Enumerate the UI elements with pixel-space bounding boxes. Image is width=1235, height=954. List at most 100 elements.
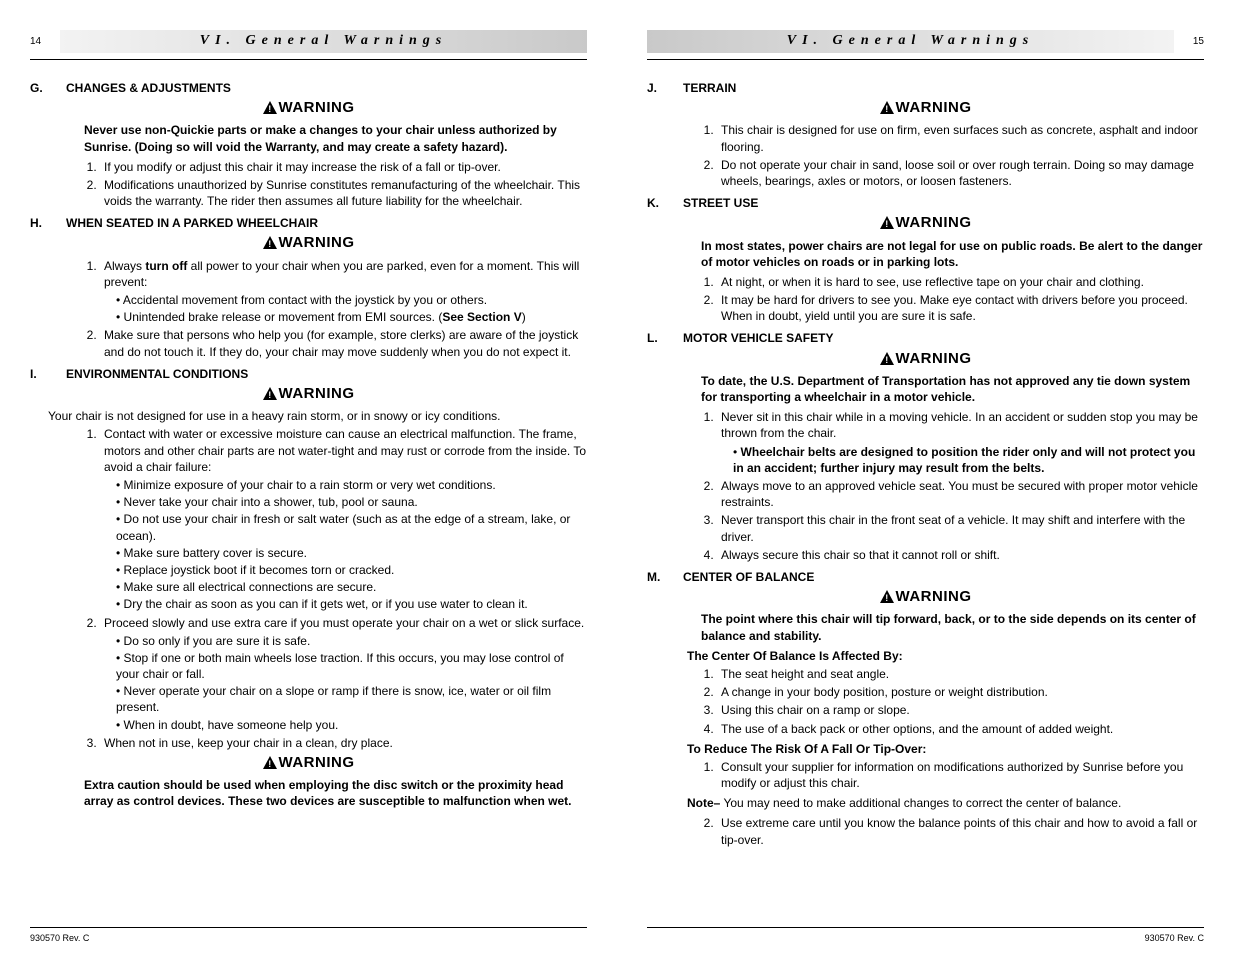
list-item: Proceed slowly and use extra care if you… [100,615,587,733]
bold-intro: The point where this chair will tip forw… [701,611,1204,643]
bold-intro: To date, the U.S. Department of Transpor… [701,373,1204,405]
svg-text:!: ! [268,390,272,400]
section-title: CHANGES & ADJUSTMENTS [66,81,231,95]
svg-text:!: ! [885,355,889,365]
page-number-right: 15 [1174,35,1204,49]
header-row: VI. General Warnings 15 [647,30,1204,53]
footer-rev: 930570 Rev. C [647,927,1204,944]
bold-intro: Never use non-Quickie parts or make a ch… [84,122,587,154]
footer-rev: 930570 Rev. C [30,927,587,944]
svg-text:!: ! [268,104,272,114]
sublist: Do so only if you are sure it is safe. S… [112,633,587,733]
section-header: VI. General Warnings [60,30,587,53]
section-title: ENVIRONMENTAL CONDITIONS [66,367,248,381]
section-title: TERRAIN [683,81,736,95]
bullet: Never take your chair into a shower, tub… [112,494,587,510]
list-item: If you modify or adjust this chair it ma… [100,159,587,175]
intro-text: Your chair is not designed for use in a … [48,408,587,424]
warning-icon: ! [263,236,277,249]
section-letter: L. [665,330,683,346]
warning-label: !WARNING [647,98,1204,118]
list-item: Consult your supplier for information on… [717,759,1204,791]
sublist: Wheelchair belts are designed to positio… [729,444,1204,476]
sublist: Accidental movement from contact with th… [112,292,587,325]
header-rule [647,59,1204,60]
subheading: The Center Of Balance Is Affected By: [687,648,1204,664]
list-item: Using this chair on a ramp or slope. [717,702,1204,718]
bullet: Do not use your chair in fresh or salt w… [112,511,587,543]
section-title: CENTER OF BALANCE [683,570,814,584]
list-g: If you modify or adjust this chair it ma… [84,159,587,210]
bullet: Make sure all electrical connections are… [112,579,587,595]
list-k: At night, or when it is hard to see, use… [701,274,1204,325]
warning-label: !WARNING [30,384,587,404]
list-item: Always move to an approved vehicle seat.… [717,478,1204,510]
list-h: Always turn off all power to your chair … [84,258,587,360]
bullet: Make sure battery cover is secure. [112,545,587,561]
svg-text:!: ! [885,593,889,603]
bullet: When in doubt, have someone help you. [112,717,587,733]
section-j-heading: J.TERRAIN [665,80,1204,96]
header-rule [30,59,587,60]
note: Note– You may need to make additional ch… [687,795,1204,811]
list-m1: The seat height and seat angle. A change… [701,666,1204,737]
header-row: 14 VI. General Warnings [30,30,587,53]
list-m2-cont: Use extreme care until you know the bala… [701,815,1204,847]
warning-label: !WARNING [647,213,1204,233]
bold-outro: Extra caution should be used when employ… [84,777,587,809]
warning-label: !WARNING [647,349,1204,369]
list-item: The use of a back pack or other options,… [717,721,1204,737]
section-letter: I. [48,366,66,382]
bullet: Accidental movement from contact with th… [112,292,587,308]
bullet: Dry the chair as soon as you can if it g… [112,596,587,612]
section-i-heading: I.ENVIRONMENTAL CONDITIONS [48,366,587,382]
warning-label: !WARNING [30,753,587,773]
list-item: Use extreme care until you know the bala… [717,815,1204,847]
section-m-heading: M.CENTER OF BALANCE [665,569,1204,585]
bullet: Stop if one or both main wheels lose tra… [112,650,587,682]
list-item: It may be hard for drivers to see you. M… [717,292,1204,324]
list-item: At night, or when it is hard to see, use… [717,274,1204,290]
section-letter: M. [665,569,683,585]
bullet: Replace joystick boot if it becomes torn… [112,562,587,578]
list-item: Always secure this chair so that it cann… [717,547,1204,563]
svg-text:!: ! [885,104,889,114]
warning-icon: ! [880,101,894,114]
section-title: STREET USE [683,196,758,210]
section-title: MOTOR VEHICLE SAFETY [683,331,833,345]
list-j: This chair is designed for use on firm, … [701,122,1204,189]
bold-intro: In most states, power chairs are not leg… [701,238,1204,270]
list-m2: Consult your supplier for information on… [701,759,1204,791]
warning-label: !WARNING [30,233,587,253]
left-page: 14 VI. General Warnings G.CHANGES & ADJU… [0,0,617,954]
page-spread: 14 VI. General Warnings G.CHANGES & ADJU… [0,0,1235,954]
list-item: Never transport this chair in the front … [717,512,1204,544]
svg-text:!: ! [268,239,272,249]
bullet: Unintended brake release or movement fro… [112,309,587,325]
subheading: To Reduce The Risk Of A Fall Or Tip-Over… [687,741,1204,757]
section-title: WHEN SEATED IN A PARKED WHEELCHAIR [66,216,318,230]
bullet: Do so only if you are sure it is safe. [112,633,587,649]
list-item: The seat height and seat angle. [717,666,1204,682]
section-k-heading: K.STREET USE [665,195,1204,211]
warning-icon: ! [263,387,277,400]
left-content: G.CHANGES & ADJUSTMENTS !WARNING Never u… [30,74,587,927]
warning-icon: ! [880,216,894,229]
section-letter: G. [48,80,66,96]
list-item: Modifications unauthorized by Sunrise co… [100,177,587,209]
warning-icon: ! [263,756,277,769]
section-header: VI. General Warnings [647,30,1174,53]
list-item: Always turn off all power to your chair … [100,258,587,326]
section-l-heading: L.MOTOR VEHICLE SAFETY [665,330,1204,346]
warning-label: !WARNING [647,587,1204,607]
list-l: Never sit in this chair while in a movin… [701,409,1204,563]
warning-icon: ! [880,590,894,603]
bullet: Never operate your chair on a slope or r… [112,683,587,715]
warning-icon: ! [263,101,277,114]
section-h-heading: H.WHEN SEATED IN A PARKED WHEELCHAIR [48,215,587,231]
list-i: Contact with water or excessive moisture… [84,426,587,751]
list-item: This chair is designed for use on firm, … [717,122,1204,154]
list-item: A change in your body position, posture … [717,684,1204,700]
right-page: VI. General Warnings 15 J.TERRAIN !WARNI… [617,0,1234,954]
list-item: When not in use, keep your chair in a cl… [100,735,587,751]
